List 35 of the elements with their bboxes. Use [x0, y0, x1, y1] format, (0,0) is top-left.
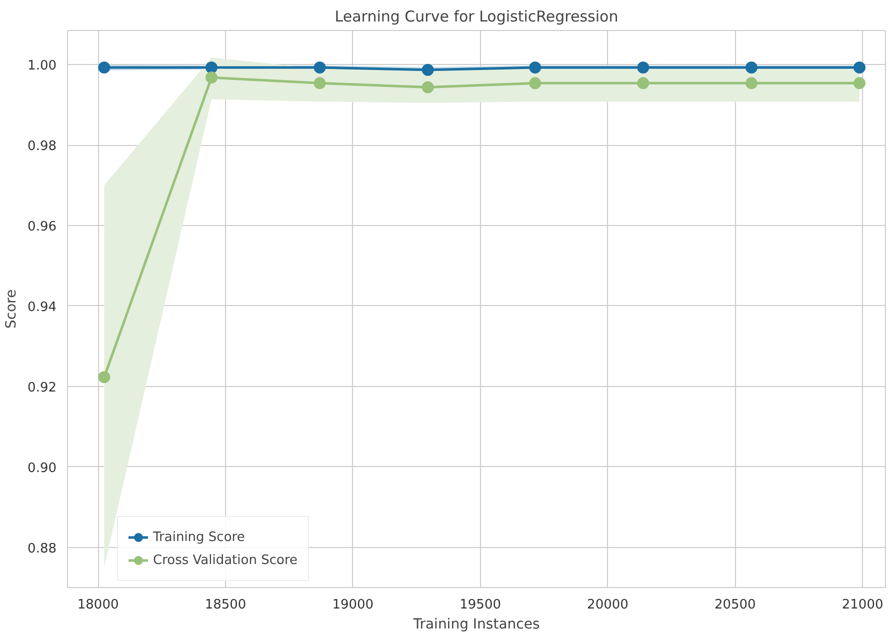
y-tick-label: 0.96: [28, 220, 57, 235]
legend-label: Cross Validation Score: [153, 552, 298, 568]
point: [422, 81, 434, 94]
point: [529, 62, 542, 74]
x-tick-label: 20000: [587, 598, 628, 612]
x-tick-label: 21000: [842, 598, 884, 612]
y-tick-label: 0.94: [28, 300, 57, 315]
point: [854, 62, 866, 74]
point: [854, 77, 866, 90]
point: [314, 62, 326, 74]
x-tick-label: 18000: [77, 598, 119, 612]
point: [529, 77, 542, 90]
point: [205, 62, 218, 74]
point: [745, 77, 758, 90]
x-tick-label: 20500: [714, 598, 756, 612]
y-tick-label: 0.92: [28, 380, 57, 396]
point: [314, 77, 326, 90]
x-tick-label: 19000: [332, 598, 374, 612]
x-tick-label: 18500: [204, 598, 246, 612]
point: [637, 77, 650, 90]
chart-title: Learning Curve for LogisticRegression: [334, 8, 618, 26]
point: [98, 371, 110, 384]
y-tick-label: 0.98: [28, 139, 57, 154]
x-axis-title: Training Instances: [412, 616, 540, 632]
point: [745, 62, 758, 74]
x-tick-label: 19500: [460, 598, 502, 612]
y-tick-label: 0.88: [28, 541, 57, 556]
point: [637, 62, 650, 74]
point: [205, 72, 218, 84]
y-tick-label: 0.90: [28, 460, 57, 476]
y-axis-title: Score: [4, 289, 20, 329]
point: [422, 64, 434, 76]
point: [98, 62, 110, 74]
legend-label: Training Score: [153, 530, 245, 544]
y-tick-label: 1.00: [28, 58, 57, 74]
